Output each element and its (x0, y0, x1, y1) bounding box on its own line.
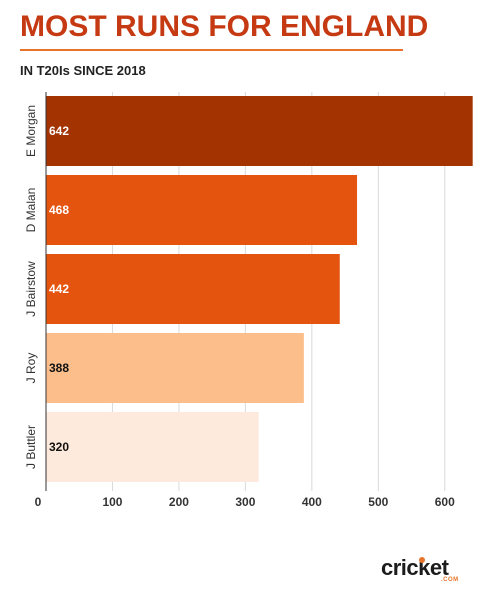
bar (46, 254, 340, 324)
bars: 642 468 442 388 320 (46, 96, 473, 482)
x-tick-label: 600 (435, 495, 455, 509)
category-label: E Morgan (24, 105, 38, 157)
x-tick-label: 500 (368, 495, 388, 509)
bar (46, 412, 259, 482)
brand-name: cricket (381, 555, 449, 580)
category-label: J Bairstow (24, 261, 38, 317)
bar (46, 175, 358, 245)
brand-dot-icon (419, 557, 425, 563)
chart-title: MOST RUNS FOR ENGLAND (20, 10, 429, 43)
data-label: 468 (49, 203, 69, 217)
data-label: 320 (49, 440, 69, 454)
brand-suffix: .COM (441, 577, 459, 583)
x-axis: 0 100 200 300 400 500 600 (35, 92, 455, 509)
x-tick-label: 400 (302, 495, 322, 509)
x-tick-label: 300 (235, 495, 255, 509)
brand-logo: cricket .COM (381, 555, 471, 585)
data-label: 642 (49, 124, 69, 138)
data-label: 442 (49, 282, 69, 296)
title-underline (20, 49, 403, 51)
x-tick-label: 100 (102, 495, 122, 509)
x-tick-label: 0 (35, 495, 42, 509)
x-tick-label: 200 (169, 495, 189, 509)
data-label: 388 (49, 361, 69, 375)
category-label: J Roy (24, 353, 38, 384)
bar (46, 333, 304, 403)
category-label: J Buttler (24, 425, 38, 469)
chart-subtitle: IN T20Is SINCE 2018 (20, 63, 146, 78)
category-labels: E Morgan D Malan J Bairstow J Roy J Buttler (24, 105, 38, 469)
category-label: D Malan (24, 188, 38, 233)
bar (46, 96, 473, 166)
